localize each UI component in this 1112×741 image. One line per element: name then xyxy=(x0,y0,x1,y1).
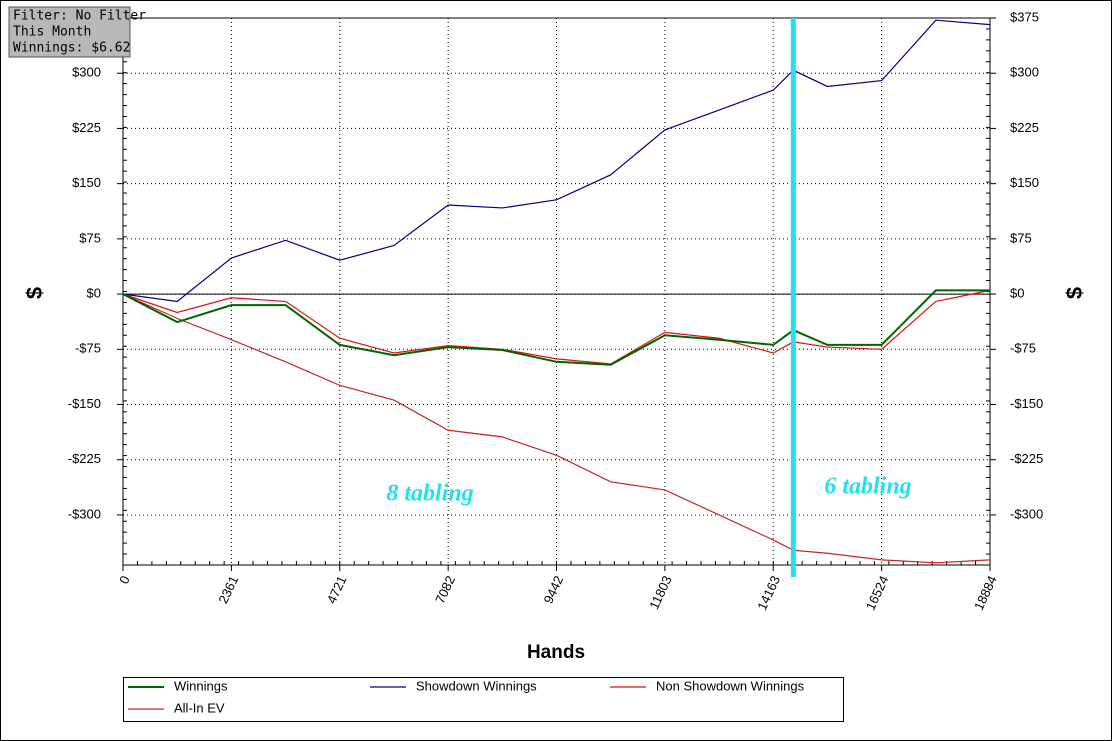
series-line xyxy=(122,293,991,564)
series-line xyxy=(122,289,991,365)
y-tick-label: -$75 xyxy=(75,341,101,356)
legend-label: Winnings xyxy=(174,678,228,693)
series-line xyxy=(122,19,991,303)
legend-label: Showdown Winnings xyxy=(416,678,537,693)
legend-label: All-In EV xyxy=(174,700,225,715)
y2-tick-label: -$225 xyxy=(1010,451,1043,466)
y2-axis-label: $ xyxy=(1062,287,1087,299)
y2-tick-label: $75 xyxy=(1010,230,1032,245)
legend xyxy=(123,677,844,722)
plot-area xyxy=(122,17,991,566)
y-tick-label: $300 xyxy=(72,65,101,80)
annotation: 8 tabling xyxy=(386,481,473,507)
y2-tick-label: $225 xyxy=(1010,120,1039,135)
y2-tick-label: $375 xyxy=(1010,9,1039,24)
y-tick-label: $225 xyxy=(72,120,101,135)
y2-tick-label: $0 xyxy=(1010,286,1024,301)
plot: -$300 -$300 -$225 -$225 -$150 -$150 -$75 -$75 $0… xyxy=(68,9,1044,612)
info-text: Filter: No Filter xyxy=(13,9,146,24)
legend-label: Non Showdown Winnings xyxy=(656,678,805,693)
y2-tick-label: -$300 xyxy=(1010,506,1043,521)
x-axis-label: Hands xyxy=(527,642,585,663)
y2-tick-label: $300 xyxy=(1010,65,1039,80)
y-tick-label: $0 xyxy=(87,286,101,301)
y2-tick-label: -$75 xyxy=(1010,341,1036,356)
info-text: This Month xyxy=(13,25,91,40)
y-tick-label: $75 xyxy=(79,230,101,245)
y2-tick-label: -$150 xyxy=(1010,396,1043,411)
annotation: 6 tabling xyxy=(824,474,911,500)
y-tick-label: $150 xyxy=(72,175,101,190)
info-box xyxy=(8,6,131,58)
y-tick-label: -$150 xyxy=(68,396,101,411)
y-tick-label: -$225 xyxy=(68,451,101,466)
y-axis-label: $ xyxy=(22,287,47,299)
series-line xyxy=(122,289,990,366)
info-text: Winnings: $6.62 xyxy=(13,41,130,56)
y-tick-label: -$300 xyxy=(68,506,101,521)
y2-tick-label: $150 xyxy=(1010,175,1039,190)
